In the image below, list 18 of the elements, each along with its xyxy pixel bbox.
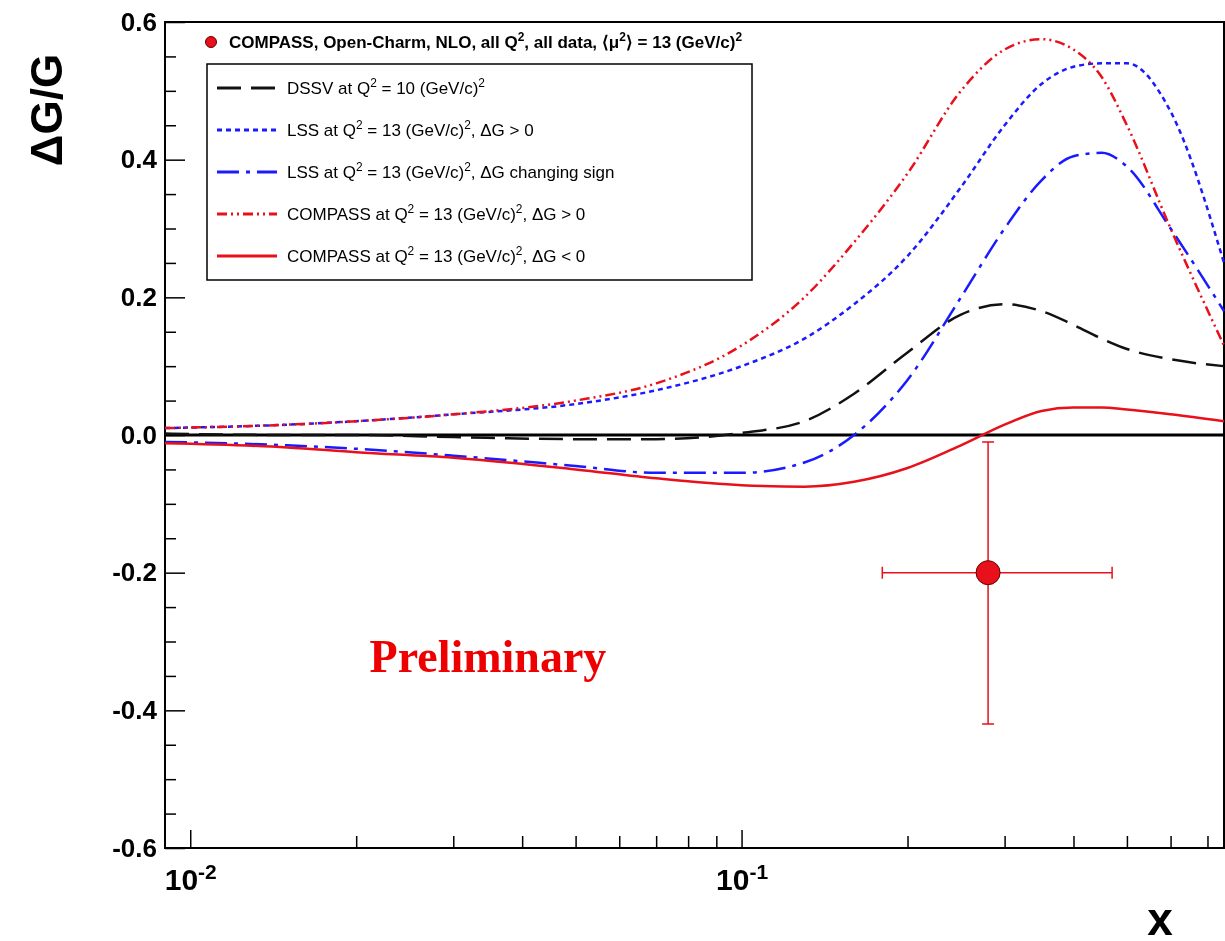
legend-label: COMPASS, Open-Charm, NLO, all Q$^{2}$, all data, ⟨μ$^{2}$⟩ = 13 (GeV/c)$^{2}$	[229, 29, 743, 52]
y-tick-label: -0.4	[112, 695, 158, 726]
y-tick-label: 0.0	[120, 419, 157, 450]
legend-label: DSSV at Q$^{2}$ = 10 (GeV/c)$^{2}$	[287, 75, 486, 98]
legend-label: LSS at Q$^{2}$ = 13 (GeV/c)$^{2}$, ΔG changing sign	[287, 159, 615, 182]
y-tick-label: -0.6	[112, 832, 157, 863]
x-tick-label: 10$^{-2}$	[164, 859, 217, 896]
legend-label: COMPASS at Q$^{2}$ = 13 (GeV/c)$^{2}$, ΔG < 0	[287, 243, 586, 266]
legend-label: COMPASS at Q$^{2}$ = 13 (GeV/c)$^{2}$, ΔG > 0	[287, 201, 586, 224]
legend-label: LSS at Q$^{2}$ = 13 (GeV/c)$^{2}$, ΔG > 0	[287, 117, 534, 140]
y-axis-title: ΔG/G	[22, 53, 71, 167]
x-tick-label: 10$^{-1}$	[716, 859, 769, 896]
y-tick-label: 0.4	[120, 144, 158, 175]
y-tick-label: -0.2	[112, 557, 157, 588]
x-axis-title: x	[1147, 893, 1174, 941]
annotation: Preliminary	[369, 631, 607, 682]
y-tick-label: 0.2	[120, 282, 157, 313]
y-tick-label: 0.6	[120, 6, 157, 37]
